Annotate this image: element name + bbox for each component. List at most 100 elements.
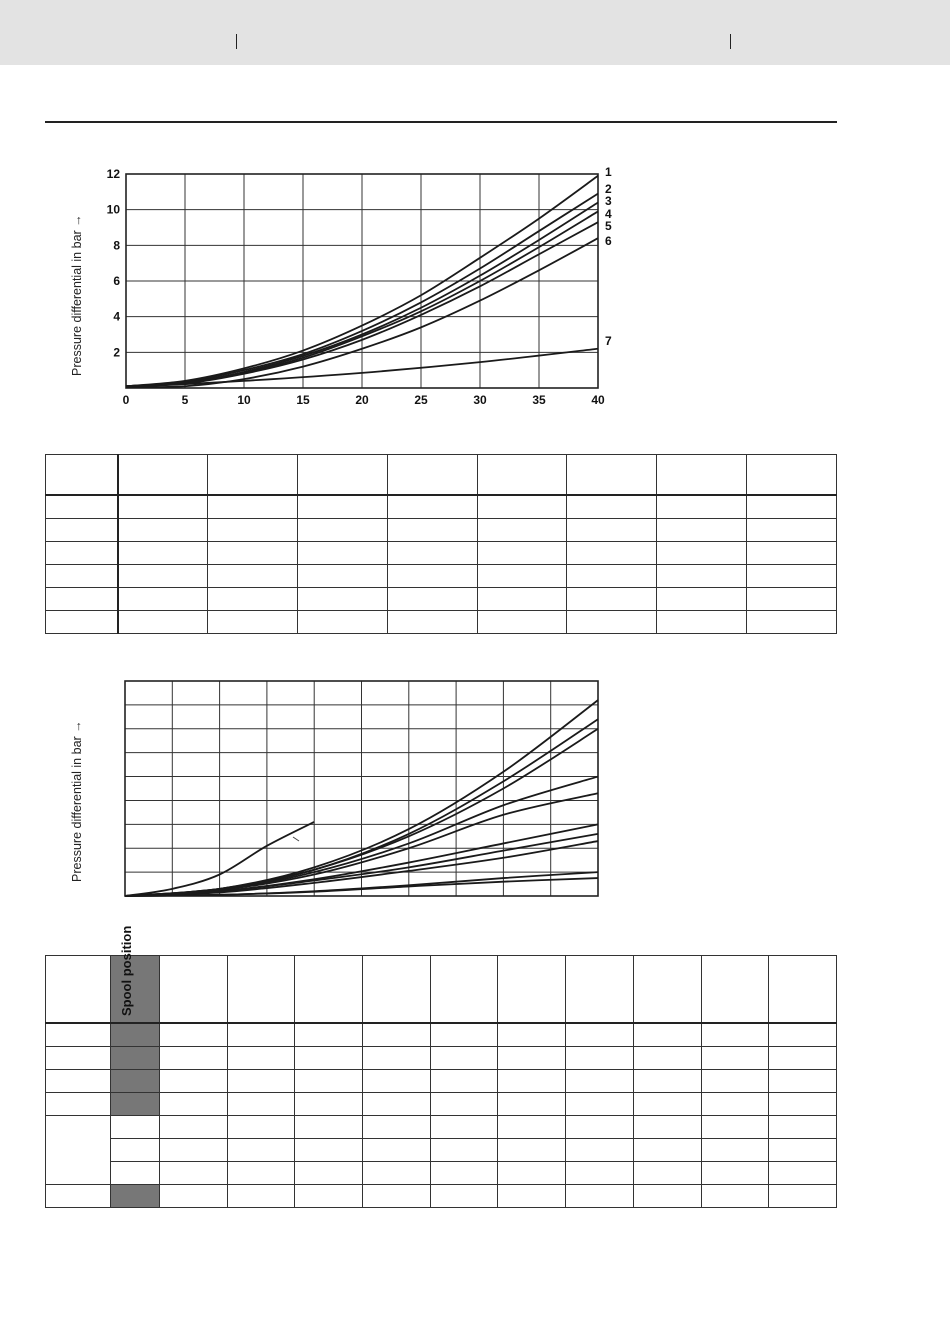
table-top xyxy=(45,454,837,634)
table-cell xyxy=(768,1092,837,1116)
curve xyxy=(124,840,599,897)
spool-cell xyxy=(110,1022,160,1047)
table-bottom: Spool position xyxy=(45,926,837,1208)
table-cell xyxy=(656,610,748,634)
table-cell xyxy=(226,1092,296,1116)
table-cell xyxy=(429,1115,499,1139)
table-cell xyxy=(565,1184,634,1208)
table-cell xyxy=(294,1138,364,1162)
table-cell xyxy=(226,1184,296,1208)
table-cell xyxy=(429,1138,499,1162)
table-cell xyxy=(206,454,298,496)
table-cell xyxy=(768,1138,837,1162)
curve-5 xyxy=(125,221,599,388)
curve-label: 1 xyxy=(605,165,612,179)
table-cell xyxy=(294,955,364,1024)
x-tick-label: 5 xyxy=(182,393,189,407)
curve xyxy=(124,728,599,897)
section-rule xyxy=(45,121,837,123)
table-cell xyxy=(362,1046,431,1070)
spool-cell xyxy=(110,1046,160,1070)
table-cell xyxy=(497,1138,567,1162)
table-cell xyxy=(45,1022,111,1047)
table-cell xyxy=(700,1046,770,1070)
table-cell xyxy=(159,1046,228,1070)
x-tick-label: 15 xyxy=(296,393,310,407)
table-cell xyxy=(159,1184,228,1208)
table-cell xyxy=(565,1022,634,1047)
table-cell xyxy=(768,955,837,1024)
table-cell xyxy=(565,955,634,1024)
table-cell xyxy=(386,454,478,496)
x-tick-label: 0 xyxy=(123,393,130,407)
table-cell xyxy=(768,1115,837,1139)
table-cell xyxy=(700,1092,770,1116)
table-row xyxy=(45,1069,837,1093)
table-cell xyxy=(294,1069,364,1093)
table-cell xyxy=(429,1046,499,1070)
table-cell xyxy=(117,454,208,496)
table-cell xyxy=(362,1115,431,1139)
table-cell xyxy=(159,1161,228,1185)
table-cell xyxy=(206,518,298,542)
table-cell xyxy=(296,541,388,565)
table-cell xyxy=(294,1092,364,1116)
x-tick-label: 20 xyxy=(355,393,369,407)
curve xyxy=(124,833,599,897)
y-tick-label: 4 xyxy=(113,310,120,324)
table-cell xyxy=(746,587,837,611)
table-cell xyxy=(632,1138,702,1162)
table-cell xyxy=(632,955,702,1024)
table-row xyxy=(45,541,837,565)
curve-label: 5 xyxy=(605,219,612,233)
table-cell xyxy=(746,610,837,634)
table-cell xyxy=(746,541,837,565)
table-cell xyxy=(294,1046,364,1070)
table-cell xyxy=(476,454,568,496)
table-cell xyxy=(226,1115,296,1139)
table-cell xyxy=(226,1161,296,1185)
table-cell xyxy=(294,1022,364,1047)
table-cell xyxy=(429,1022,499,1047)
table-row: Spool position xyxy=(45,926,837,1024)
curve xyxy=(124,792,599,897)
table-row xyxy=(45,1046,837,1070)
table-cell xyxy=(159,1138,228,1162)
spool-cell xyxy=(110,1161,160,1185)
table-cell xyxy=(700,955,770,1024)
grid xyxy=(124,680,599,897)
table-row xyxy=(45,610,837,634)
table-cell xyxy=(746,494,837,519)
curve-1 xyxy=(125,175,599,388)
table-cell xyxy=(476,494,568,519)
table-cell xyxy=(476,610,568,634)
table-cell xyxy=(656,518,748,542)
spool-position-label: Spool position xyxy=(119,925,134,1016)
curve-label: 6 xyxy=(605,234,612,248)
table-row xyxy=(45,1184,837,1208)
table-row xyxy=(46,1161,837,1185)
table-cell xyxy=(700,1138,770,1162)
curve-label: 2 xyxy=(605,182,612,196)
table-cell xyxy=(768,1184,837,1208)
table-cell xyxy=(45,610,119,634)
table-cell xyxy=(476,541,568,565)
table-cell xyxy=(565,1092,634,1116)
table-cell xyxy=(632,1184,702,1208)
table-cell xyxy=(497,1022,567,1047)
plot-frame xyxy=(125,173,599,389)
table-cell xyxy=(45,1046,111,1070)
table-cell xyxy=(497,1161,567,1185)
table-cell xyxy=(497,1069,567,1093)
table-cell xyxy=(632,1022,702,1047)
table-row xyxy=(45,1092,837,1116)
table-cell xyxy=(159,955,228,1024)
table-row xyxy=(45,1022,837,1047)
table-cell xyxy=(362,1184,431,1208)
table-cell xyxy=(362,955,431,1024)
table-cell xyxy=(45,1069,111,1093)
spool-cell xyxy=(110,1115,160,1139)
y-tick-label: 2 xyxy=(113,345,120,359)
table-cell xyxy=(768,1046,837,1070)
y-tick-label: 10 xyxy=(107,203,121,217)
